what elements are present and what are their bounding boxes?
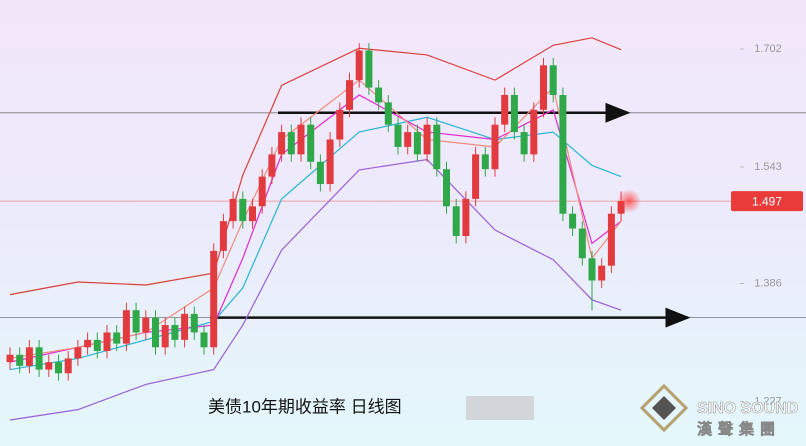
- candle-body: [74, 347, 82, 359]
- candle-body: [365, 50, 373, 88]
- candle-body: [219, 221, 227, 251]
- chart-title: 美债10年期收益率 日线图: [208, 397, 402, 416]
- indicator-line: [9, 158, 622, 421]
- candle-body: [404, 132, 412, 147]
- candle-body: [559, 94, 567, 214]
- candle-body: [287, 132, 295, 155]
- candle-body: [200, 332, 208, 348]
- candle-body: [84, 339, 92, 348]
- candle-body: [152, 317, 159, 348]
- y-tick-label: 1.386: [754, 277, 782, 289]
- candle-body: [132, 310, 140, 333]
- candle-body: [413, 132, 421, 155]
- candle-body: [549, 65, 557, 95]
- last-price-label: 1.497: [752, 194, 782, 208]
- candle-body: [307, 124, 315, 162]
- candle-body: [210, 250, 218, 348]
- candle-body: [239, 198, 247, 222]
- candle-body: [45, 362, 53, 370]
- candle-body: [423, 124, 431, 155]
- candle-body: [55, 362, 62, 374]
- candle-body: [190, 313, 198, 333]
- candle-body: [384, 102, 392, 125]
- candle-body: [472, 154, 480, 199]
- candle-body: [588, 258, 596, 281]
- candle-body: [16, 354, 24, 366]
- candle-body: [268, 154, 276, 177]
- candle-body: [540, 65, 547, 110]
- candle-body: [122, 310, 130, 344]
- candle-body: [336, 109, 344, 140]
- candle-body: [355, 50, 363, 81]
- candle-body: [6, 354, 14, 363]
- candle-body: [278, 132, 286, 155]
- y-tick-label: 1.227: [754, 395, 782, 407]
- y-tick-label: 1.702: [754, 43, 782, 55]
- last-glow: [617, 189, 642, 214]
- logo: [639, 383, 689, 433]
- candle-body: [375, 87, 383, 103]
- brand: SINO SOUND: [697, 400, 798, 417]
- candle-body: [578, 228, 586, 259]
- candle-body: [297, 124, 305, 155]
- candle-body: [35, 347, 43, 370]
- candle-body: [530, 109, 538, 155]
- brand-sub: 漢聲集團: [697, 420, 781, 438]
- candle-body: [462, 198, 470, 236]
- candle-body: [501, 94, 509, 125]
- candle-body: [64, 358, 72, 374]
- candle-body: [326, 139, 334, 185]
- candle-body: [161, 325, 169, 348]
- candle-body: [249, 206, 256, 222]
- candle-body: [607, 213, 615, 266]
- candle-body: [181, 313, 189, 340]
- candle-body: [491, 124, 499, 170]
- candle-body: [452, 206, 460, 236]
- candle-body: [394, 124, 402, 147]
- y-tick-label: 1.543: [754, 161, 782, 173]
- candle-body: [598, 265, 606, 281]
- candle-body: [520, 132, 528, 155]
- candle-body: [229, 198, 237, 222]
- candle-body: [481, 154, 489, 170]
- candle-body: [346, 80, 353, 110]
- candle-body: [103, 332, 111, 352]
- candle-body: [258, 176, 266, 207]
- candle-body: [93, 339, 101, 352]
- blurred-box: [466, 396, 534, 420]
- indicator-line: [9, 37, 622, 296]
- candle-body: [569, 213, 577, 229]
- candle-body: [443, 169, 450, 207]
- candle-body: [433, 124, 441, 170]
- last-price-box: [731, 191, 803, 212]
- candle-body: [316, 161, 324, 185]
- candle-body: [171, 325, 179, 340]
- candle-body: [142, 317, 150, 333]
- candle-body: [510, 94, 518, 133]
- candle-body: [113, 332, 121, 344]
- candle-body: [25, 347, 33, 366]
